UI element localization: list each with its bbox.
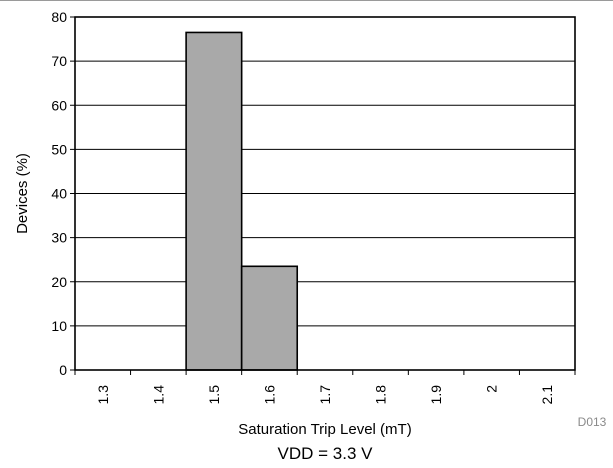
y-tick-label: 80 <box>51 9 67 25</box>
y-tick-label: 40 <box>51 186 67 202</box>
y-tick-label: 20 <box>51 274 67 290</box>
x-tick-label: 1.9 <box>428 385 444 405</box>
x-axis-label: Saturation Trip Level (mT) <box>238 421 411 438</box>
x-tick-label: 1.7 <box>317 385 333 405</box>
y-tick-label: 30 <box>51 230 67 246</box>
y-tick-label: 60 <box>51 97 67 113</box>
y-tick-label: 10 <box>51 318 67 334</box>
y-tick-label: 70 <box>51 53 67 69</box>
figure-id: D013 <box>578 415 607 429</box>
y-axis-label: Devices (%) <box>14 153 31 234</box>
x-tick-label: 2.1 <box>539 385 555 405</box>
y-tick-label: 0 <box>59 362 67 378</box>
y-axis-ticks: 0 10 20 30 40 50 60 70 80 <box>51 9 75 378</box>
bar-1.6 <box>240 265 299 371</box>
x-tick-label: 1.8 <box>373 385 389 405</box>
bars <box>185 31 299 371</box>
top-rule <box>0 0 613 1</box>
chart-caption: VDD = 3.3 V <box>278 444 374 463</box>
x-tick-label: 1.6 <box>261 385 277 405</box>
y-tick-label: 50 <box>51 141 67 157</box>
x-tick-label: 1.4 <box>150 385 166 405</box>
x-axis-ticks: 1.3 1.4 1.5 1.6 1.7 1.8 1.9 2 2.1 <box>74 370 576 405</box>
x-tick-label: 1.3 <box>95 385 111 405</box>
x-tick-label: 1.5 <box>206 385 222 405</box>
x-tick-label: 2 <box>484 385 500 393</box>
bar-1.5 <box>185 31 243 371</box>
grid-lines <box>75 60 575 327</box>
